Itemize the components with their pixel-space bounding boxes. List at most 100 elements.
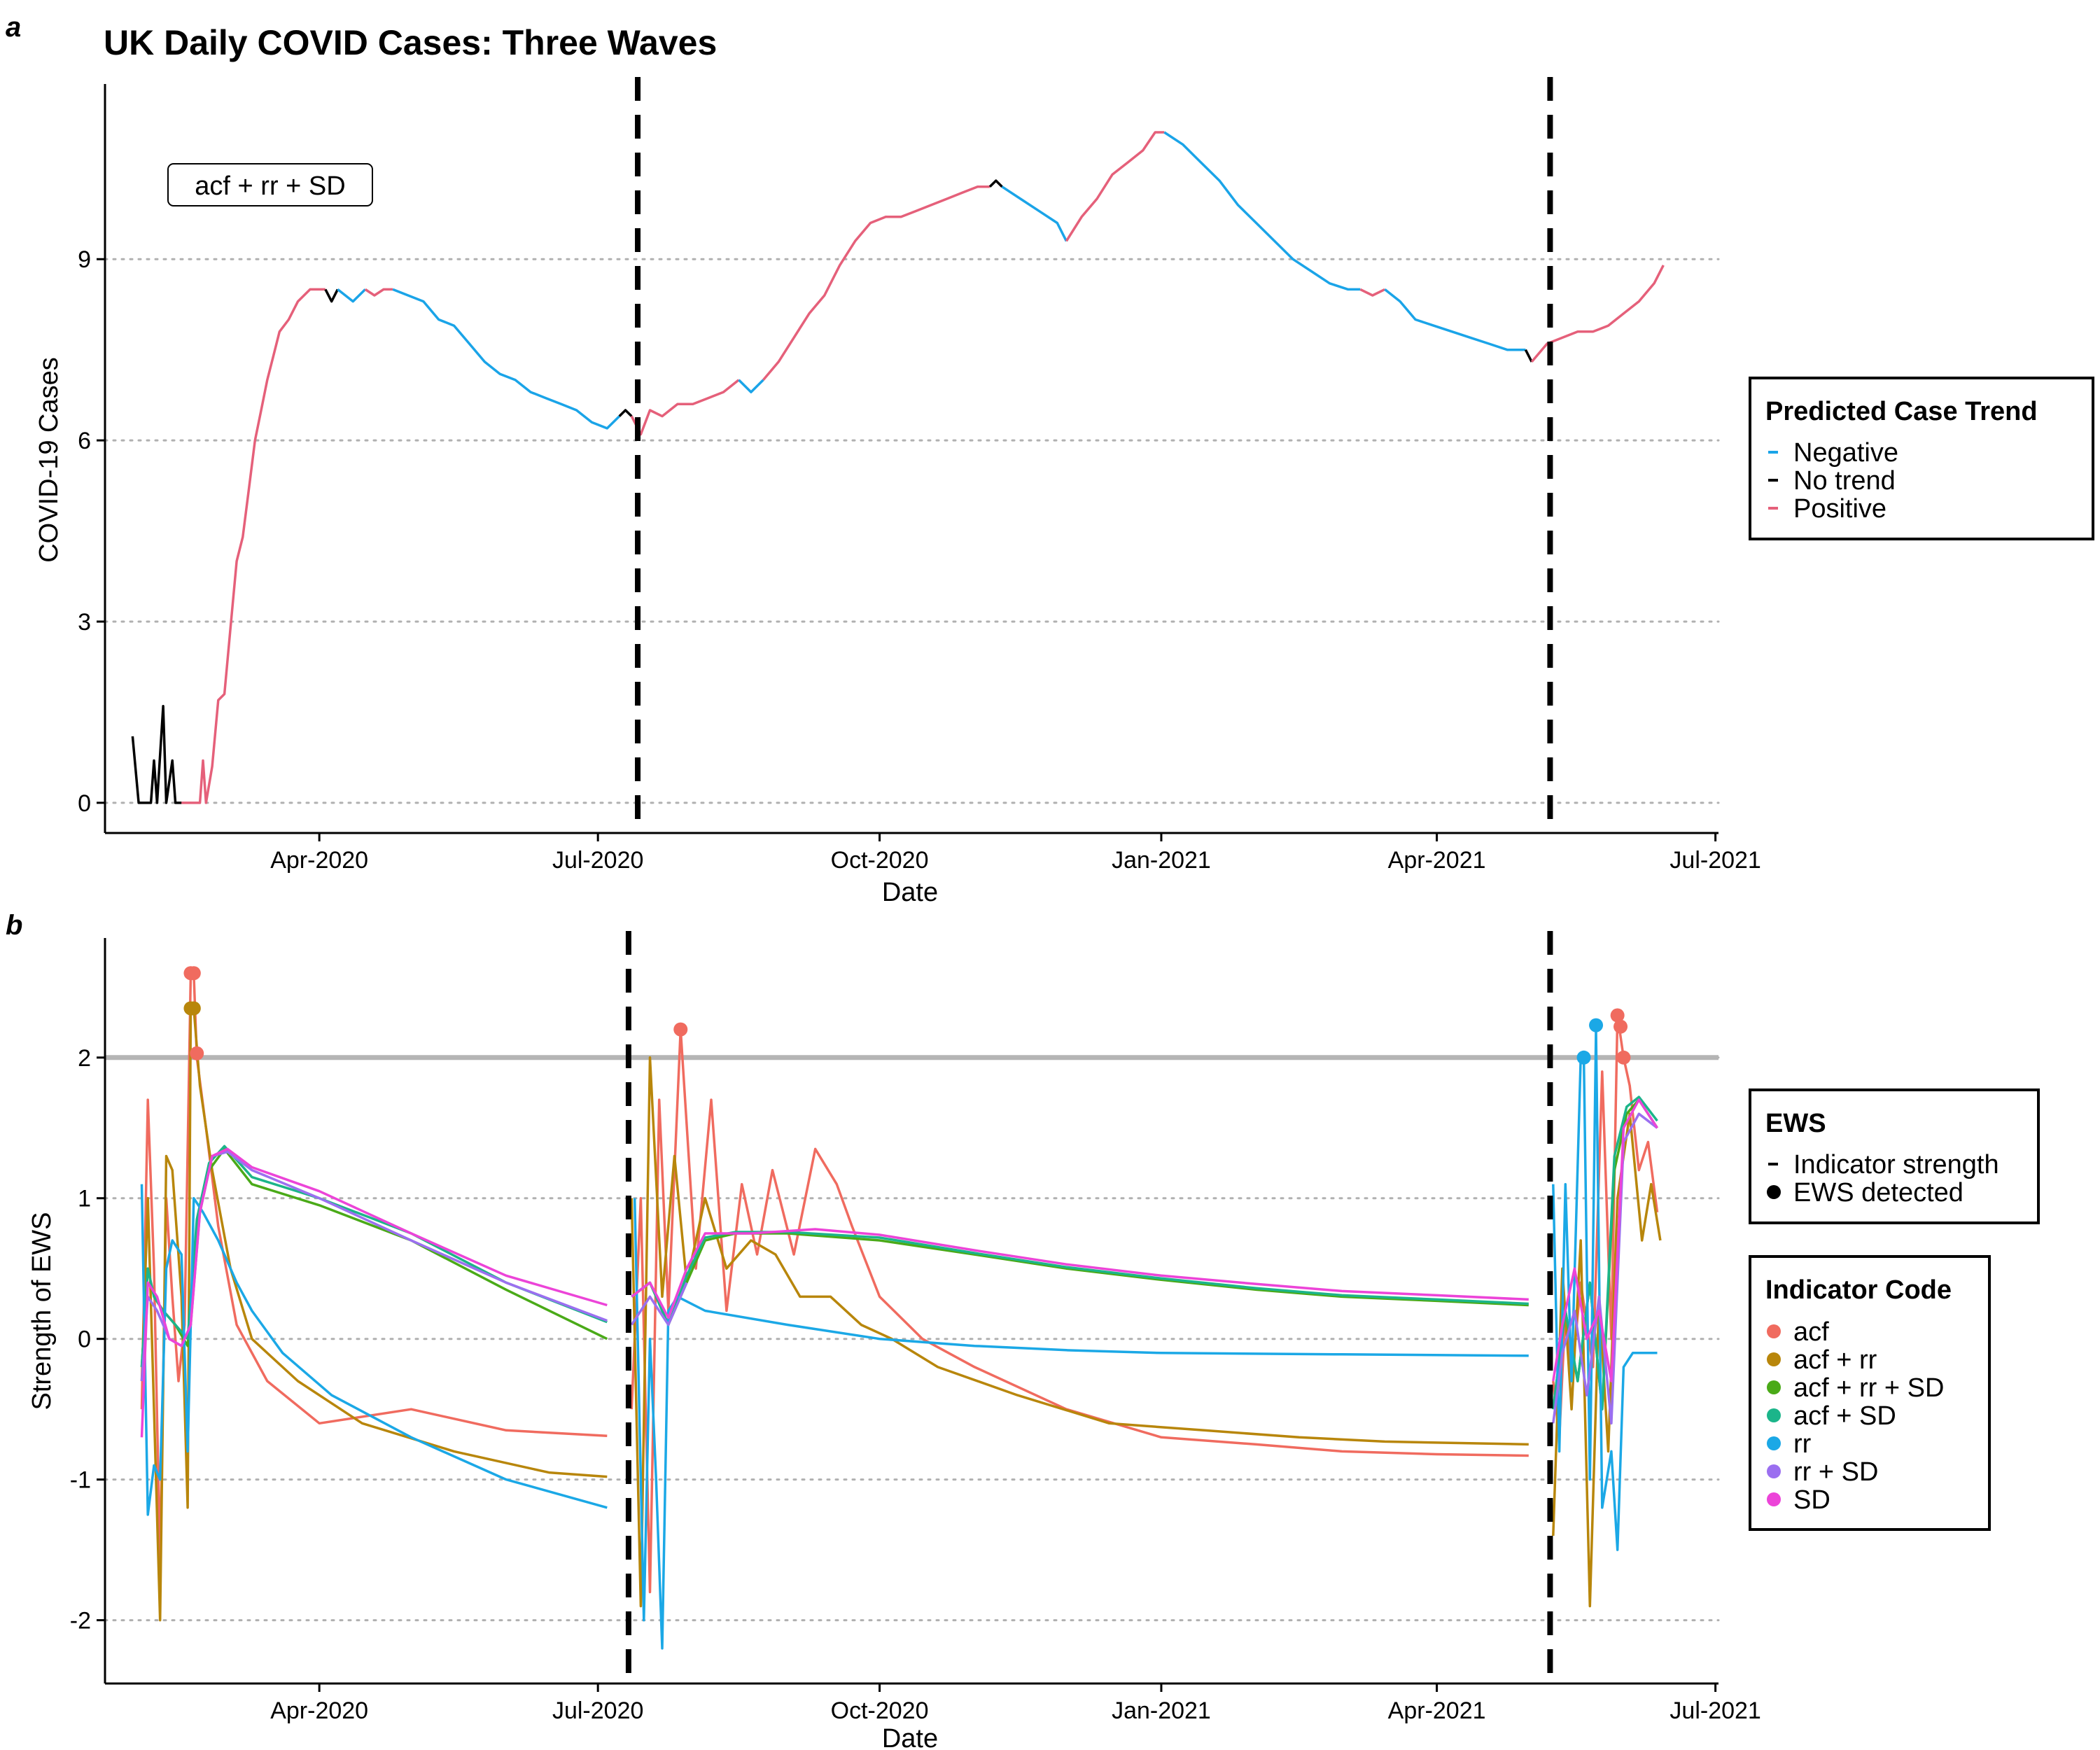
y-tick-label: 2 [78, 1045, 91, 1072]
series-line-rr [633, 1198, 1529, 1650]
panel-a-label: a [6, 12, 21, 43]
y-tick-label: 0 [78, 1326, 91, 1353]
legend-key-dot [1767, 1352, 1781, 1366]
legend-item-label: Indicator strength [1793, 1150, 1999, 1180]
panel-a: a UK Daily COVID Cases: Three Waves 0 3 6 9… [6, 12, 2094, 907]
panel-b: b -2 -1 0 1 2 Apr-2020 Jul-2020 Oct-2020 Jan-202… [6, 910, 2040, 1750]
series-line-acf-rr-sd [631, 1232, 1529, 1326]
series-line-no-trend [131, 705, 182, 804]
legend-item-label: Positive [1793, 494, 1886, 524]
x-tick-label: Apr-2020 [270, 847, 368, 874]
y-tick-label: 3 [78, 609, 91, 636]
series-line-positive [630, 379, 740, 436]
series-line-no-trend [1524, 349, 1533, 363]
legend-item-label: rr + SD [1793, 1457, 1878, 1487]
legend-key-dot [1767, 1380, 1781, 1394]
series-line-rr-sd [1552, 1112, 1658, 1425]
x-tick-label: Jul-2020 [552, 847, 643, 874]
series-line-rr-sd [140, 1150, 608, 1382]
annotation-box: acf + rr + SD [167, 163, 373, 206]
series-line-positive [1359, 288, 1386, 297]
panel-b-label: b [6, 910, 22, 941]
y-tick-label: 6 [78, 428, 91, 454]
panel-b-y-axis-label: Strength of EWS [27, 1212, 57, 1410]
x-tick-label: Oct-2020 [831, 847, 929, 874]
panel-a-axes: 0 3 6 9 Apr-2020 Jul-2020 Oct-2020 Jan-2021 Apr-… [78, 84, 1761, 874]
series-line-positive [762, 185, 990, 381]
x-tick-label: Jul-2021 [1670, 847, 1760, 874]
panel-a-vlines [635, 77, 1553, 833]
legend-item-label: SD [1793, 1485, 1830, 1515]
ews-legend-frame [1749, 1088, 2040, 1224]
legend-item-label: rr [1793, 1429, 1812, 1459]
series-line-positive [1065, 131, 1165, 242]
annotation-frame [167, 163, 373, 206]
panel-a-x-axis-label: Date [882, 878, 938, 907]
series-line-acf-rr [140, 1007, 608, 1622]
series-line-no-trend [618, 409, 633, 417]
legend-item-label: acf + SD [1793, 1401, 1896, 1431]
panel-a-gridlines [104, 258, 1720, 804]
series-line-acf-sd [631, 1231, 1529, 1326]
legend-item-label: Negative [1793, 438, 1898, 468]
series-line-rr [140, 1184, 608, 1516]
series-line-negative [1384, 288, 1526, 351]
series-line-positive [1530, 265, 1665, 363]
legend-item-label: acf [1793, 1317, 1829, 1347]
legend-item-label: acf + rr + SD [1793, 1373, 1944, 1403]
series-line-negative [738, 379, 764, 393]
ews-point [1610, 1008, 1625, 1023]
panel-b-series [140, 972, 1662, 1650]
legend-key-dot [1767, 1408, 1781, 1422]
series-line-acf [630, 1028, 1529, 1594]
trend-legend-title: Predicted Case Trend [1765, 397, 2038, 426]
x-tick-label: Jul-2021 [1670, 1698, 1760, 1724]
x-tick-label: Jan-2021 [1112, 1698, 1211, 1724]
legend-key-dot [1767, 1436, 1781, 1450]
series-line-positive [364, 288, 393, 297]
y-tick-label: 9 [78, 246, 91, 273]
panel-b-x-axis-label: Date [882, 1724, 938, 1750]
panel-b-gridlines [104, 1056, 1720, 1622]
panel-b-vlines [625, 931, 1553, 1684]
series-line-sd [631, 1228, 1529, 1320]
ews-point [186, 966, 201, 981]
y-tick-label: -2 [70, 1608, 91, 1634]
panel-a-series [131, 131, 1665, 804]
series-line-negative [392, 288, 621, 430]
indicator-legend-title: Indicator Code [1765, 1275, 1952, 1305]
ews-point [673, 1022, 688, 1037]
legend-key-dot [1767, 1185, 1781, 1199]
trend-legend-frame [1749, 377, 2094, 540]
ews-point [1614, 1019, 1628, 1034]
series-line-acf [140, 972, 608, 1565]
series-line-negative [337, 288, 367, 303]
ews-point [186, 1001, 201, 1016]
panel-a-y-axis-label: COVID-19 Cases [34, 357, 64, 563]
legend-key-dot [1767, 1492, 1781, 1506]
y-tick-label: -1 [70, 1467, 91, 1494]
x-tick-label: Jul-2020 [552, 1698, 643, 1724]
series-line-rr-sd [630, 1282, 688, 1326]
series-line-no-trend [324, 288, 339, 303]
panel-b-axes: -2 -1 0 1 2 Apr-2020 Jul-2020 Oct-2020 Jan-2021 A… [70, 938, 1761, 1724]
series-line-negative [1163, 131, 1361, 291]
x-tick-label: Apr-2021 [1388, 1698, 1486, 1724]
legend-item-label: EWS detected [1793, 1178, 1963, 1208]
legend-item-label: acf + rr [1793, 1345, 1877, 1375]
indicator-legend-frame [1749, 1255, 1991, 1531]
legend-key-dot [1767, 1324, 1781, 1338]
y-tick-label: 0 [78, 790, 91, 817]
series-line-sd [1552, 1098, 1658, 1382]
legend-item-label: No trend [1793, 466, 1896, 496]
x-tick-label: Oct-2020 [831, 1698, 929, 1724]
series-line-positive [181, 288, 326, 804]
annotation-text: acf + rr + SD [195, 172, 345, 201]
ews-point [1576, 1050, 1591, 1065]
